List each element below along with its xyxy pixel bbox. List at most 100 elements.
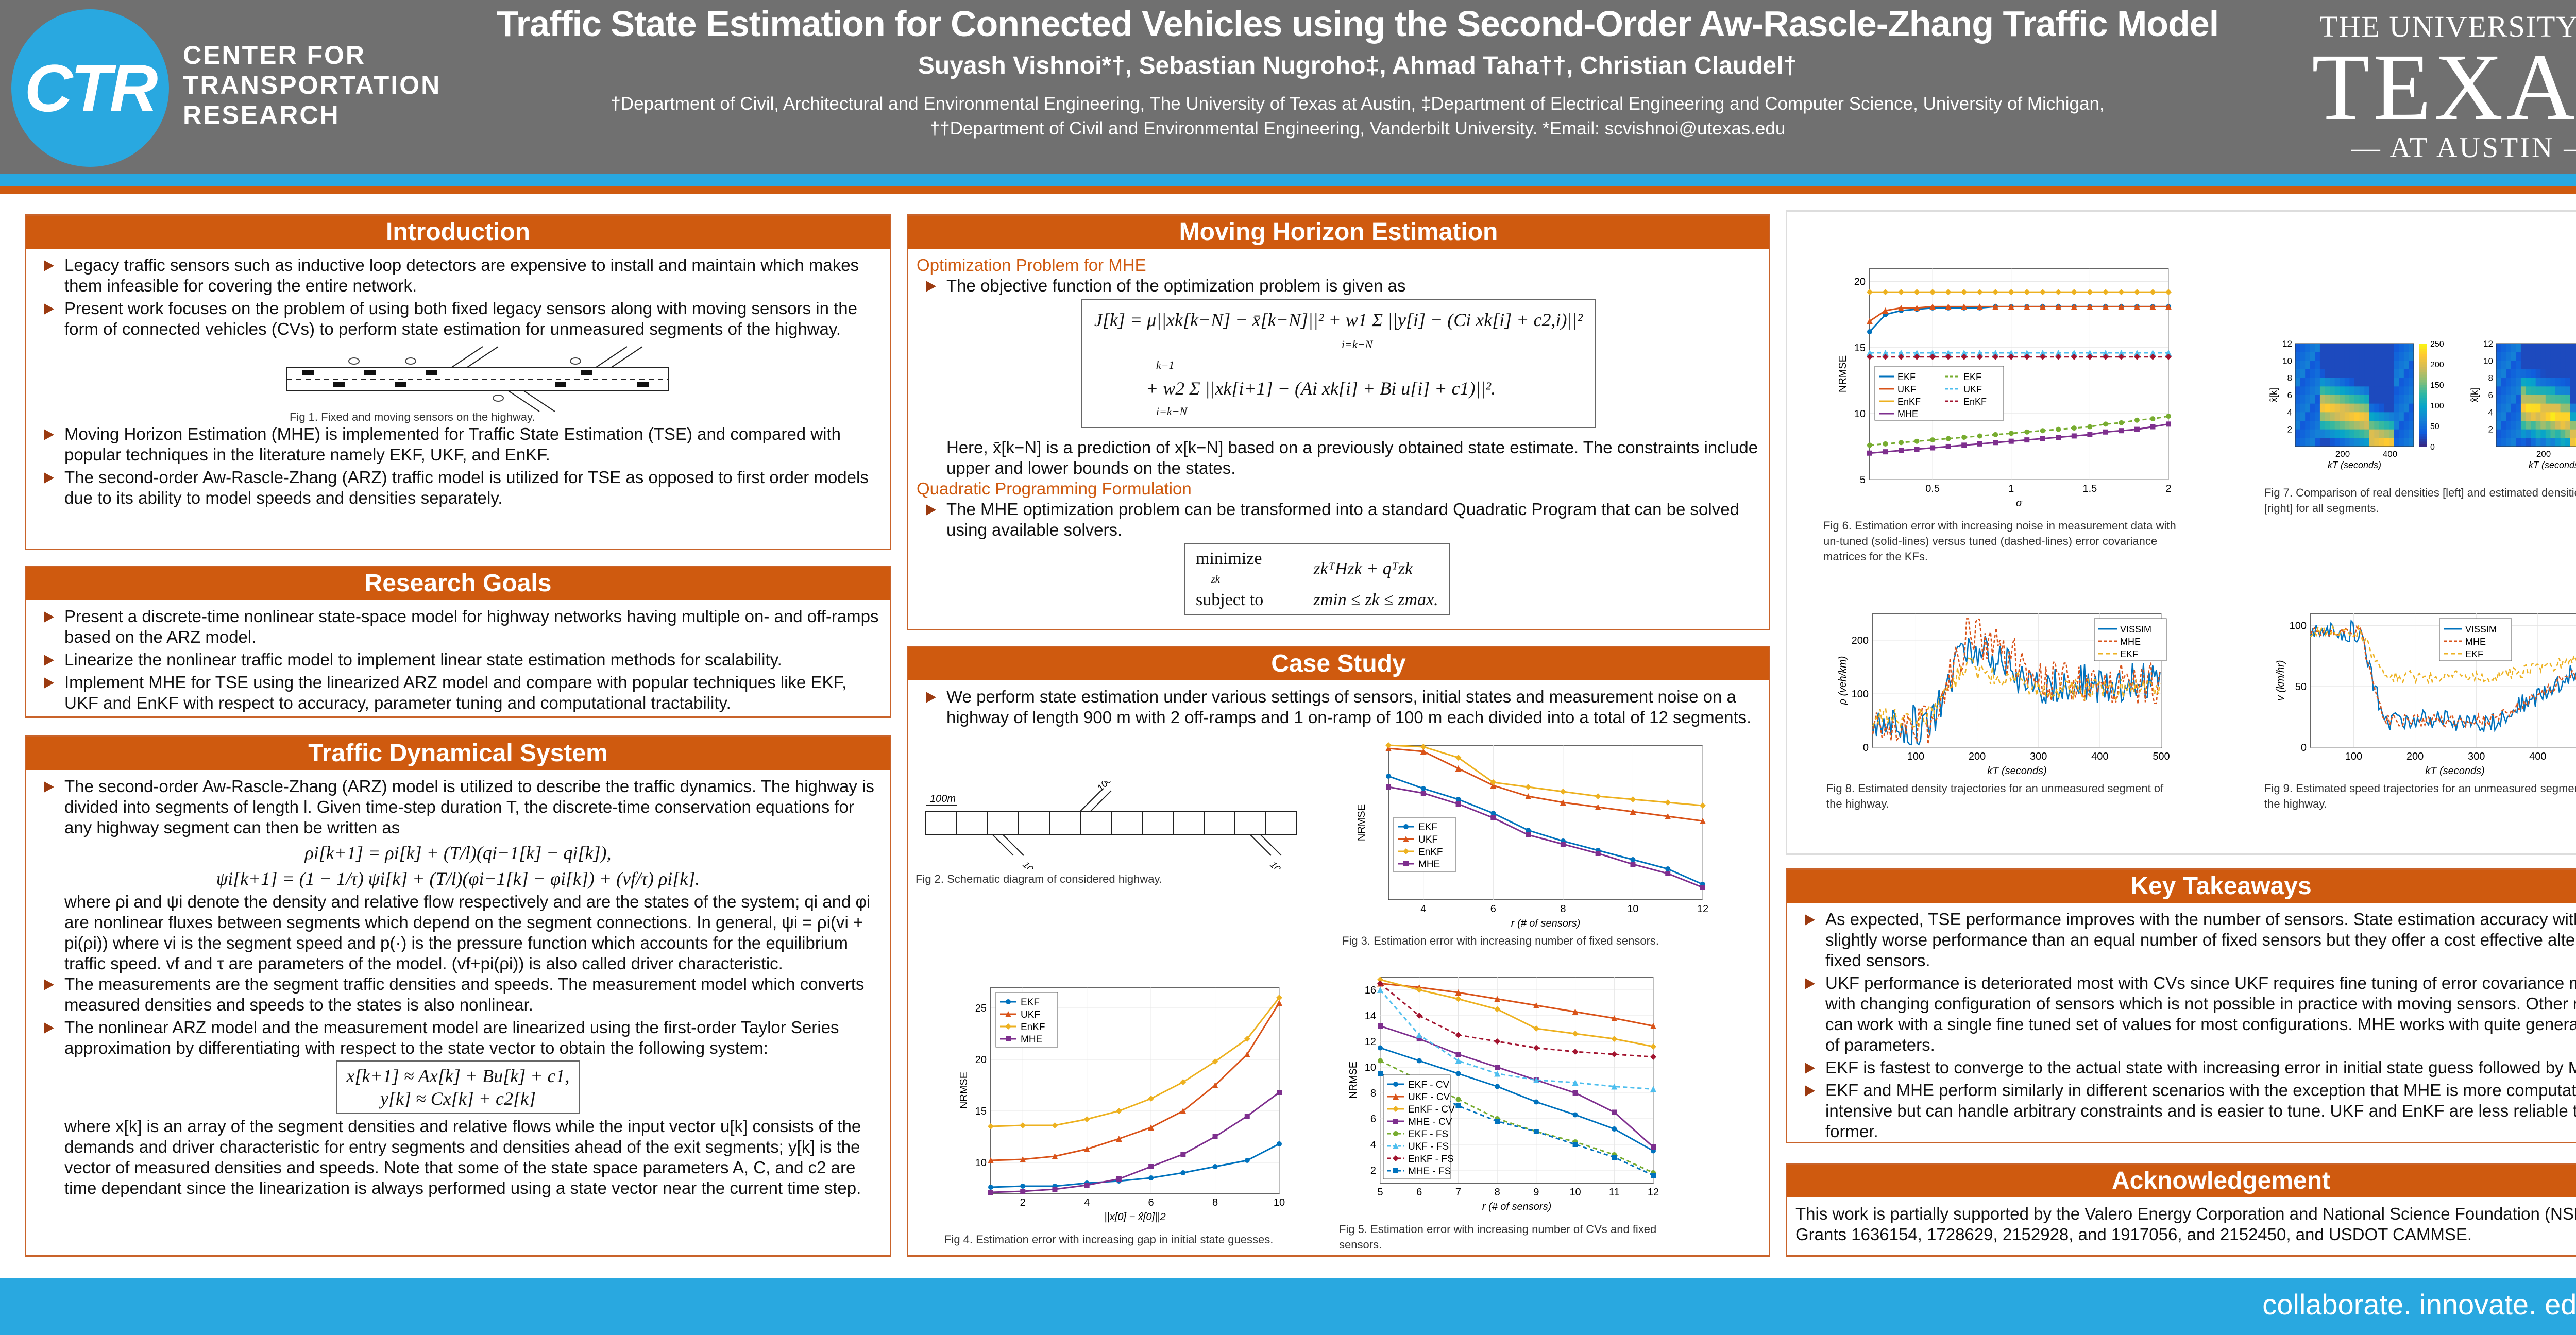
heatmap-cell [2550,361,2556,370]
heatmap-cell [2403,352,2409,361]
heatmap-cell [2334,361,2340,370]
heatmap-cell [2319,378,2325,387]
heatmap-cell [2550,378,2556,387]
data-point [2133,350,2140,356]
heatmap-cell [2409,361,2414,370]
heatmap-cell [2394,412,2399,421]
equation: J[k] = μ||xk[k−N] − x̄[k−N]||² + w1 Σ ||… [1094,305,1583,334]
heatmap-cell [2330,403,2335,413]
heatmap-cell [2319,361,2325,370]
data-point [1867,450,1872,456]
fig2-label: 100m [1268,860,1292,869]
section-title: Key Takeaways [1787,870,2576,903]
heatmap-cell [2394,369,2399,379]
data-point [2024,353,2030,360]
data-point [1244,1158,1250,1163]
data-point [1867,353,1873,360]
colorbar-cell [2419,362,2427,365]
data-point [1898,353,1905,360]
fig6-chart: 0.5 1 1.5 2 5 10 15 20 σ NRMSE EKF UKF EnKF MHE EKF UKF… [1837,268,2172,509]
heatmap-cell [2389,361,2395,370]
heatmap-cell [2496,361,2502,370]
equation-line: J[k] = μ||xk[k−N] − x̄[k−N]||² + w1 Σ ||… [1094,310,1583,330]
ctr-name-line: TRANSPORTATION [183,71,442,99]
colorbar-cell [2419,439,2427,442]
heatmap-cell [2570,386,2575,396]
bullet: The second-order Aw-Rascle-Zhang (ARZ) t… [35,467,882,508]
heatmap-cell [2550,395,2556,404]
y-axis-label: x̂[k] [2268,388,2279,402]
data-point [2039,289,2046,296]
colorbar-cell [2419,390,2427,393]
figure-caption: Fig 7. Comparison of real densities [lef… [2264,486,2576,515]
data-point [1882,350,1889,356]
qp-minimize: minimize [1196,549,1262,568]
data-point [1993,440,1998,446]
colorbar-cell [2419,351,2427,354]
data-point [1665,866,1671,871]
figure-caption: Fig 4. Estimation error with increasing … [944,1233,1274,1246]
heatmap-cell [2305,361,2311,370]
heatmap-cell [2399,386,2404,396]
heatmap-cell [2565,386,2571,396]
data-point [1455,989,1462,996]
heatmap-cell [2340,386,2345,396]
data-point [1898,350,1905,356]
heatmap-cell [2540,378,2546,387]
heatmap-cell [2354,344,2360,353]
heatmap-cell [2403,386,2409,396]
heatmap-cell [2344,378,2350,387]
data-point [1700,885,1705,890]
heatmap-cell [2315,403,2320,413]
heatmap-cell [2330,352,2335,361]
heatmap-cell [2535,344,2541,353]
bullet: The nonlinear ARZ model and the measurem… [35,1017,882,1058]
x-tick-label: 300 [2468,751,2485,762]
heatmap-cell [2540,421,2546,430]
data-point [1494,1006,1501,1013]
heatmap-cell [2310,429,2315,438]
heatmap-cell [2501,352,2506,361]
colorbar-tick-label: 100 [2430,402,2444,410]
heatmap-cell [2575,378,2576,387]
series-line [1388,775,1703,885]
data-point [1420,744,1427,750]
data-point [2024,303,2030,310]
heatmap-cell [2325,344,2330,353]
heatmap-cell [2300,395,2306,404]
bullet: The objective function of the optimizati… [917,276,1760,296]
heatmap-cell [2389,403,2395,413]
heatmap-cell [2384,429,2389,438]
legend-entry: EnKF - FS [1408,1154,1454,1165]
data-point [1595,804,1601,810]
equation: ψi[k+1] = (1 − 1/τ) ψi[k] + (T/l)(φi−1[k… [216,868,700,889]
data-point [1929,289,1936,296]
series-ukf-tuned [1867,350,2172,356]
x-tick-label: 2 [1020,1197,1026,1208]
data-point [1393,1168,1398,1173]
y-tick-label: 50 [2295,681,2307,693]
data-point [1455,996,1462,1002]
data-point [988,1185,993,1190]
heatmap-cell [2555,412,2561,421]
data-point [1914,438,1920,444]
heatmap-cell [2575,361,2576,370]
heatmap-cell [2330,369,2335,379]
colorbar-cell [2419,408,2427,411]
data-point [1393,1143,1399,1149]
equation: x[k+1] ≈ Ax[k] + Bu[k] + c1, [346,1066,570,1086]
y-tick-label: 4 [2488,407,2493,417]
data-point [2166,421,2171,427]
x-axis-label: σ [2016,498,2023,509]
heatmap-cell [2570,369,2575,379]
heatmap-cell [2540,386,2546,396]
data-point [2087,303,2093,310]
data-point [1977,433,1982,439]
heatmap-cell [2354,403,2360,413]
data-point [1377,980,1383,987]
data-point [1377,987,1383,993]
legend-entry: EnKF - CV [1408,1104,1455,1115]
x-tick-label: 8 [1495,1187,1500,1198]
data-point [2008,289,2014,296]
